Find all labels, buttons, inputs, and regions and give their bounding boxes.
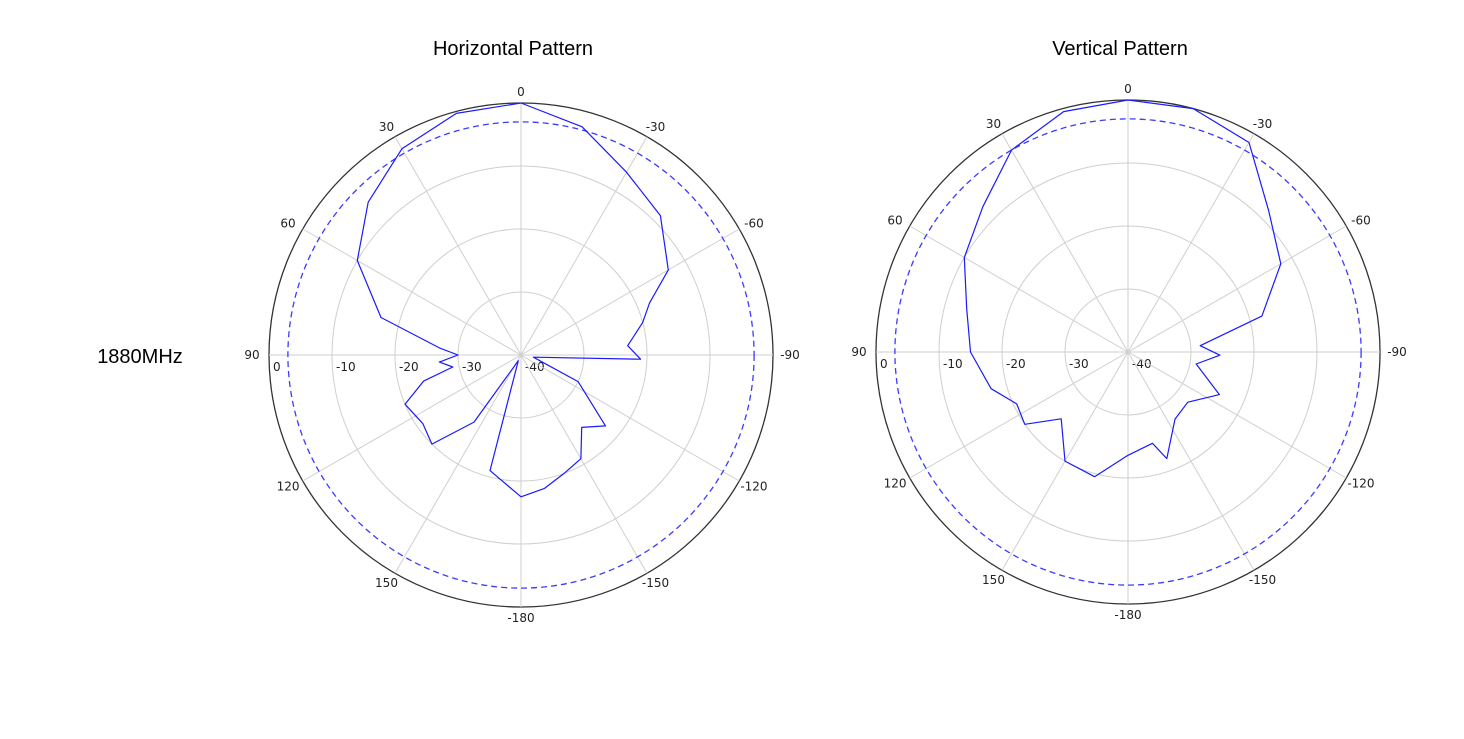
reference-circle — [287, 121, 755, 589]
angle-tick-label: -30 — [646, 120, 666, 134]
spoke — [1127, 351, 1347, 479]
spoke — [1127, 225, 1347, 353]
r-tick-label: 0 — [880, 357, 888, 371]
r-tick-label: -10 — [336, 360, 356, 374]
angle-tick-label: 0 — [517, 85, 525, 99]
row-label: 1880MHz — [97, 346, 183, 368]
spoke — [520, 354, 740, 482]
angle-tick-label: -30 — [1253, 117, 1273, 131]
angle-tick-label: 120 — [884, 477, 907, 491]
spoke — [302, 354, 522, 482]
chart-title: Horizontal Pattern — [433, 38, 593, 60]
angle-tick-label: -90 — [1387, 345, 1407, 359]
angle-tick-label: 120 — [277, 480, 300, 494]
spoke — [394, 136, 522, 356]
spoke — [1001, 133, 1129, 353]
spoke — [520, 136, 648, 356]
r-tick-label: -30 — [1069, 357, 1089, 371]
angle-tick-label: 30 — [986, 117, 1001, 131]
angle-tick-label: -120 — [1347, 477, 1374, 491]
angle-tick-label: 150 — [982, 573, 1005, 587]
pattern-line — [963, 99, 1282, 478]
angle-tick-label: 60 — [280, 217, 295, 231]
angle-tick-label: -150 — [1249, 573, 1276, 587]
spoke — [394, 354, 522, 574]
r-tick-label: -10 — [943, 357, 963, 371]
angle-tick-label: -180 — [507, 611, 534, 625]
angle-tick-label: -150 — [642, 576, 669, 590]
r-tick-label: -20 — [1006, 357, 1026, 371]
angle-tick-label: -60 — [744, 217, 764, 231]
pattern-line — [356, 102, 669, 498]
angle-tick-label: -60 — [1351, 214, 1371, 228]
r-tick-label: 0 — [273, 360, 281, 374]
spoke — [1127, 351, 1255, 571]
angle-tick-label: 60 — [887, 214, 902, 228]
angle-tick-label: -90 — [780, 348, 800, 362]
angle-tick-label: 150 — [375, 576, 398, 590]
spoke — [520, 228, 740, 356]
r-tick-label: -20 — [399, 360, 419, 374]
angle-tick-label: 0 — [1124, 82, 1132, 96]
angle-tick-label: 30 — [379, 120, 394, 134]
spoke — [1127, 133, 1255, 353]
angle-tick-label: 90 — [244, 348, 259, 362]
angle-tick-label: -120 — [740, 480, 767, 494]
angle-tick-label: 90 — [851, 345, 866, 359]
r-tick-label: -30 — [462, 360, 482, 374]
spoke — [909, 351, 1129, 479]
reference-circle — [894, 118, 1362, 586]
spoke — [520, 354, 648, 574]
chart-title: Vertical Pattern — [1052, 38, 1188, 60]
angle-tick-label: -180 — [1114, 608, 1141, 622]
spoke — [909, 225, 1129, 353]
spoke — [302, 228, 522, 356]
